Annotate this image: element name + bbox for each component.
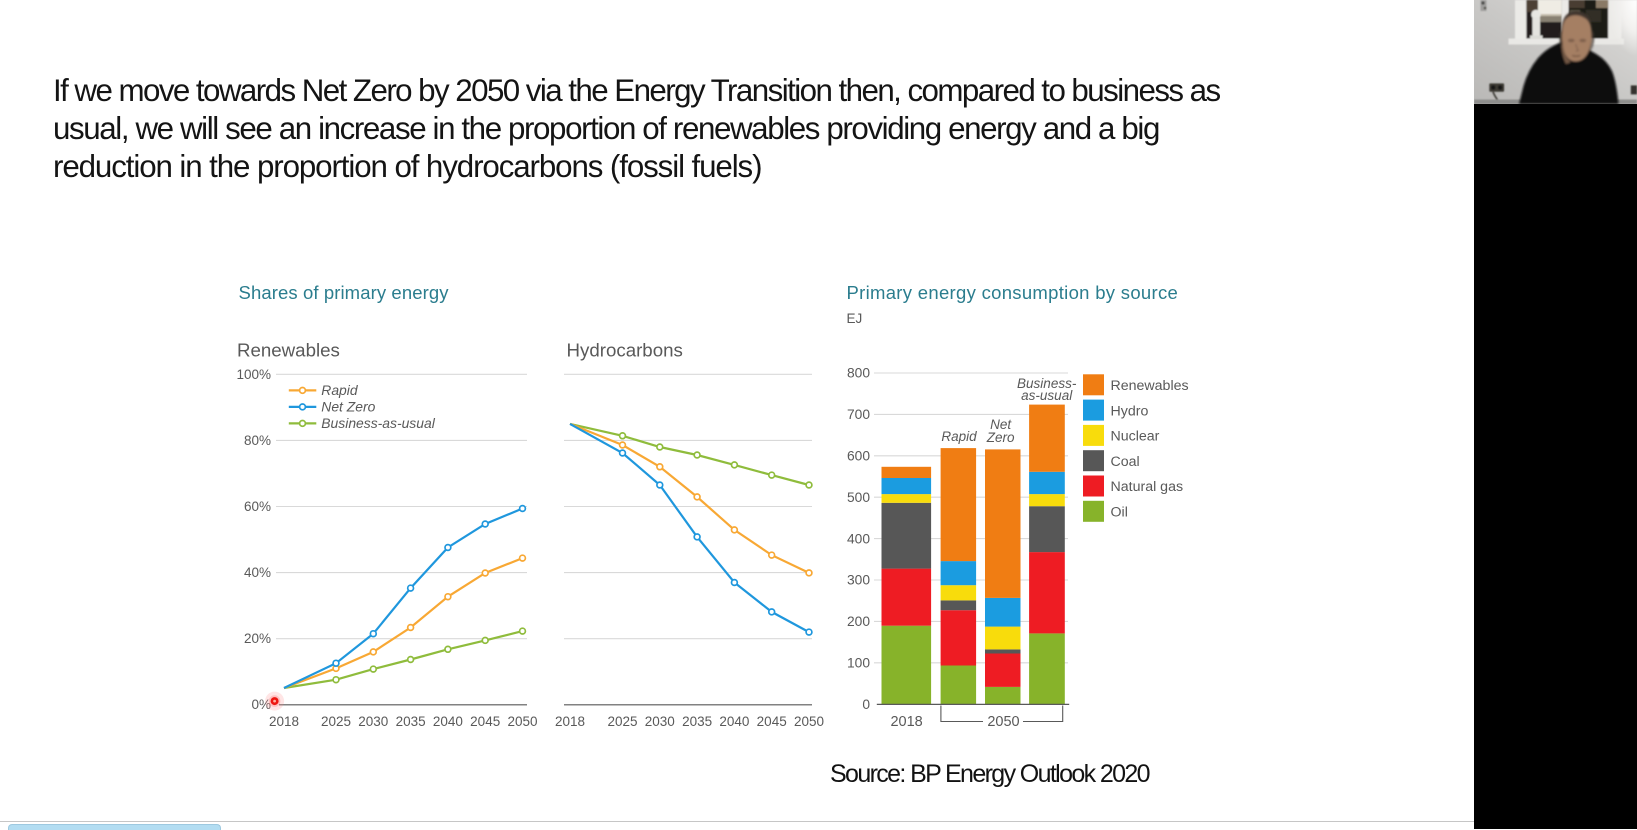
svg-text:60%: 60% [244, 499, 271, 514]
svg-text:Coal: Coal [1111, 454, 1140, 470]
svg-text:Hydro: Hydro [1111, 403, 1149, 419]
svg-text:300: 300 [847, 573, 870, 588]
svg-text:Net: Net [990, 417, 1012, 432]
svg-text:2035: 2035 [396, 714, 426, 729]
svg-text:Primary energy consumption by: Primary energy consumption by source [847, 282, 1179, 303]
svg-text:40%: 40% [244, 565, 271, 580]
svg-text:80%: 80% [244, 433, 271, 448]
svg-text:Business-: Business- [1017, 376, 1077, 391]
svg-text:20%: 20% [244, 631, 271, 646]
svg-text:2018: 2018 [555, 714, 585, 729]
svg-text:Business-as-usual: Business-as-usual [321, 415, 435, 431]
svg-text:Oil: Oil [1111, 505, 1128, 521]
svg-text:2035: 2035 [682, 714, 712, 729]
svg-text:800: 800 [847, 366, 870, 381]
svg-text:200: 200 [847, 614, 870, 629]
svg-text:2045: 2045 [757, 714, 787, 729]
svg-text:Zero: Zero [986, 430, 1015, 445]
svg-text:100%: 100% [236, 367, 271, 382]
svg-text:2050: 2050 [794, 714, 824, 729]
svg-text:Hydrocarbons: Hydrocarbons [567, 340, 683, 361]
svg-text:400: 400 [847, 531, 870, 546]
svg-text:2040: 2040 [433, 714, 463, 729]
svg-text:Nuclear: Nuclear [1111, 429, 1160, 445]
svg-text:2018: 2018 [890, 714, 922, 730]
svg-text:2050: 2050 [987, 714, 1019, 730]
svg-text:0%: 0% [251, 697, 271, 712]
svg-text:2030: 2030 [358, 714, 388, 729]
svg-text:2025: 2025 [321, 714, 351, 729]
svg-text:2045: 2045 [470, 714, 500, 729]
svg-text:Shares of primary energy: Shares of primary energy [239, 282, 450, 303]
svg-text:Renewables: Renewables [237, 340, 340, 361]
svg-text:0: 0 [862, 697, 870, 712]
svg-text:Rapid: Rapid [321, 382, 359, 398]
svg-text:EJ: EJ [847, 311, 863, 326]
svg-text:600: 600 [847, 449, 870, 464]
svg-text:2025: 2025 [607, 714, 637, 729]
svg-text:Net Zero: Net Zero [321, 399, 375, 415]
svg-text:100: 100 [847, 656, 870, 671]
svg-text:Rapid: Rapid [941, 429, 977, 444]
svg-text:2030: 2030 [645, 714, 675, 729]
svg-text:Renewables: Renewables [1111, 378, 1189, 394]
svg-text:2040: 2040 [719, 714, 749, 729]
svg-text:2050: 2050 [507, 714, 537, 729]
svg-text:700: 700 [847, 407, 870, 422]
svg-text:as-usual: as-usual [1021, 388, 1073, 403]
svg-text:500: 500 [847, 490, 870, 505]
svg-text:2018: 2018 [269, 714, 299, 729]
svg-text:Natural gas: Natural gas [1111, 479, 1184, 495]
